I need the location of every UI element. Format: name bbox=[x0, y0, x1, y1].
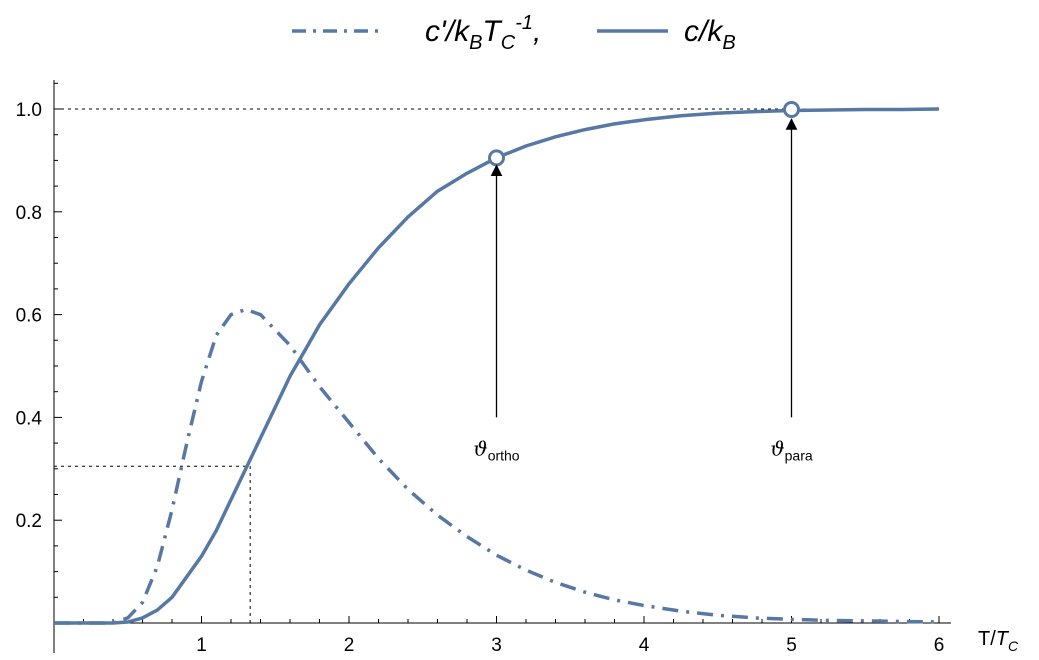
highlight-marker bbox=[488, 149, 505, 167]
x-tick-label: 6 bbox=[934, 635, 945, 656]
x-tick-label: 3 bbox=[491, 635, 502, 656]
legend: c'/kBTC-1, c/kB bbox=[292, 12, 736, 54]
y-tick-label: 0.8 bbox=[16, 203, 42, 224]
x-tick-label: 2 bbox=[344, 635, 355, 656]
y-tick-label: 1.0 bbox=[16, 100, 42, 121]
ticks: 1 2 3 4 5 6 0.2 0.4 0.6 0.8 1.0 bbox=[16, 82, 945, 656]
annotations: ϑortho ϑpara bbox=[473, 101, 813, 463]
highlight-marker bbox=[783, 101, 800, 119]
x-tick-label: 4 bbox=[639, 635, 650, 656]
x-tick-label: 5 bbox=[786, 635, 797, 656]
x-axis-label: T/TC bbox=[978, 628, 1019, 654]
legend-label-dashdot: c'/kBTC-1, bbox=[425, 12, 541, 54]
series-group bbox=[54, 107, 940, 625]
series-line-c-over-kb bbox=[54, 107, 940, 625]
x-tick-label: 1 bbox=[196, 635, 207, 656]
annotation-label-ortho: ϑortho bbox=[473, 436, 519, 463]
y-tick-label: 0.2 bbox=[16, 511, 42, 532]
y-tick-label: 0.4 bbox=[16, 408, 43, 429]
y-tick-label: 0.6 bbox=[16, 306, 42, 327]
axes bbox=[53, 80, 951, 653]
annotation-label-para: ϑpara bbox=[770, 436, 813, 463]
legend-label-solid: c/kB bbox=[684, 15, 736, 54]
